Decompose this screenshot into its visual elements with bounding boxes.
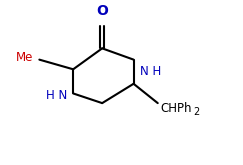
Text: H N: H N bbox=[46, 89, 67, 102]
Text: Me: Me bbox=[16, 51, 33, 64]
Text: O: O bbox=[96, 4, 108, 18]
Text: CHPh: CHPh bbox=[160, 102, 192, 115]
Text: 2: 2 bbox=[193, 107, 199, 117]
Text: N H: N H bbox=[140, 65, 161, 78]
